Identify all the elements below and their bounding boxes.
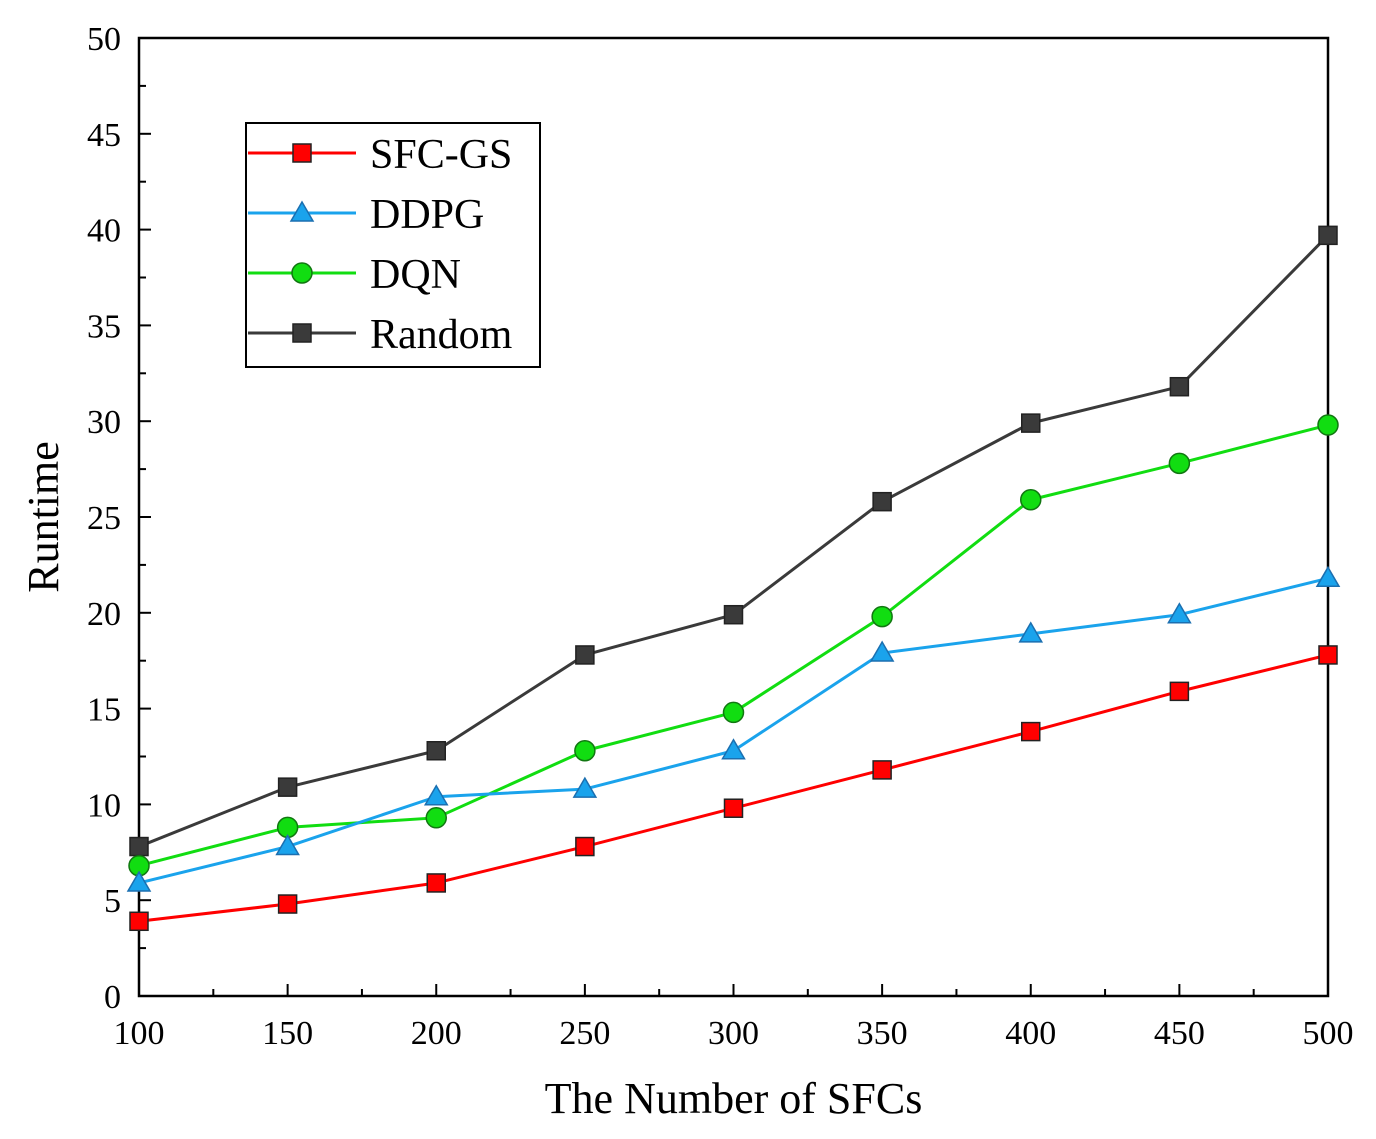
legend-swatch-marker xyxy=(289,200,315,222)
y-tick-label: 5 xyxy=(104,883,121,920)
data-point-ddpg xyxy=(126,870,152,892)
x-tick-label: 500 xyxy=(1303,1015,1354,1052)
x-tick-label: 200 xyxy=(411,1015,462,1052)
legend-swatch-marker xyxy=(292,143,312,163)
x-tick-label: 250 xyxy=(559,1015,610,1052)
data-point-random xyxy=(1021,413,1041,433)
legend-swatch-marker xyxy=(292,323,312,343)
data-point-dqn xyxy=(574,740,596,762)
legend-item-sfc-gs: SFC-GS xyxy=(248,132,512,178)
data-point-random xyxy=(426,741,446,761)
data-point-ddpg xyxy=(1018,621,1044,643)
data-point-dqn xyxy=(1317,414,1339,436)
data-point-dqn xyxy=(425,807,447,829)
data-point-random xyxy=(129,836,149,857)
series-dqn xyxy=(128,414,1339,877)
y-tick-label: 10 xyxy=(87,787,121,824)
legend-label: Random xyxy=(370,312,513,358)
data-point-random xyxy=(277,777,298,797)
data-point-dqn xyxy=(722,701,745,724)
legend-label: DDPG xyxy=(370,192,484,238)
data-point-sfc-gs xyxy=(872,760,892,780)
data-point-random xyxy=(723,604,744,625)
series-sfc-gs xyxy=(129,645,1338,932)
x-tick-label: 400 xyxy=(1005,1015,1056,1052)
legend-item-ddpg: DDPG xyxy=(248,192,484,238)
legend-label: SFC-GS xyxy=(370,132,512,178)
data-point-sfc-gs xyxy=(129,911,149,932)
data-point-dqn xyxy=(871,605,893,628)
y-tick-label: 15 xyxy=(87,692,121,729)
data-point-sfc-gs xyxy=(426,873,446,893)
data-point-dqn xyxy=(1020,489,1042,511)
y-tick-label: 0 xyxy=(104,979,121,1016)
data-point-ddpg xyxy=(1315,565,1341,588)
data-point-sfc-gs xyxy=(723,798,744,818)
data-point-ddpg xyxy=(1167,602,1192,624)
x-tick-label: 100 xyxy=(114,1015,165,1052)
x-tick-label: 450 xyxy=(1154,1015,1205,1052)
y-tick-label: 45 xyxy=(87,117,121,154)
series-random xyxy=(129,225,1338,857)
legend-item-dqn: DQN xyxy=(248,252,461,298)
x-axis-title: The Number of SFCs xyxy=(545,1074,923,1123)
y-tick-label: 25 xyxy=(87,500,121,537)
data-point-ddpg xyxy=(423,784,449,806)
x-tick-label: 350 xyxy=(857,1015,908,1052)
x-tick-label: 150 xyxy=(262,1015,313,1052)
data-point-sfc-gs xyxy=(277,894,298,914)
data-point-dqn xyxy=(1168,452,1191,475)
data-point-sfc-gs xyxy=(1169,681,1190,702)
data-point-random xyxy=(1318,225,1338,246)
data-point-ddpg xyxy=(721,738,746,760)
y-axis-title: Runtime xyxy=(19,441,68,593)
y-tick-label: 40 xyxy=(87,213,121,250)
y-tick-label: 50 xyxy=(87,21,121,58)
series-group xyxy=(126,225,1341,932)
data-point-ddpg xyxy=(572,776,598,798)
data-point-random xyxy=(1169,376,1190,397)
legend-label: DQN xyxy=(370,252,461,298)
data-point-random xyxy=(575,645,595,665)
y-tick-label: 35 xyxy=(87,308,121,345)
legend-item-random: Random xyxy=(248,312,513,358)
legend-swatch-marker xyxy=(291,262,313,284)
axes: 100 150 200 250 300 350 400 450 500 0 5 10 15 20 25 30 3… xyxy=(87,21,1354,1052)
x-tick-label: 300 xyxy=(708,1015,759,1052)
data-point-sfc-gs xyxy=(575,836,595,857)
data-point-random xyxy=(872,491,892,512)
data-point-sfc-gs xyxy=(1318,645,1338,665)
legend: SFC-GS DDPG DQN Random xyxy=(245,122,541,368)
data-point-ddpg xyxy=(275,834,300,856)
data-point-ddpg xyxy=(869,640,895,662)
y-tick-label: 30 xyxy=(87,404,121,441)
y-tick-label: 20 xyxy=(87,596,121,633)
data-point-sfc-gs xyxy=(1021,721,1041,742)
series-ddpg xyxy=(126,565,1341,892)
